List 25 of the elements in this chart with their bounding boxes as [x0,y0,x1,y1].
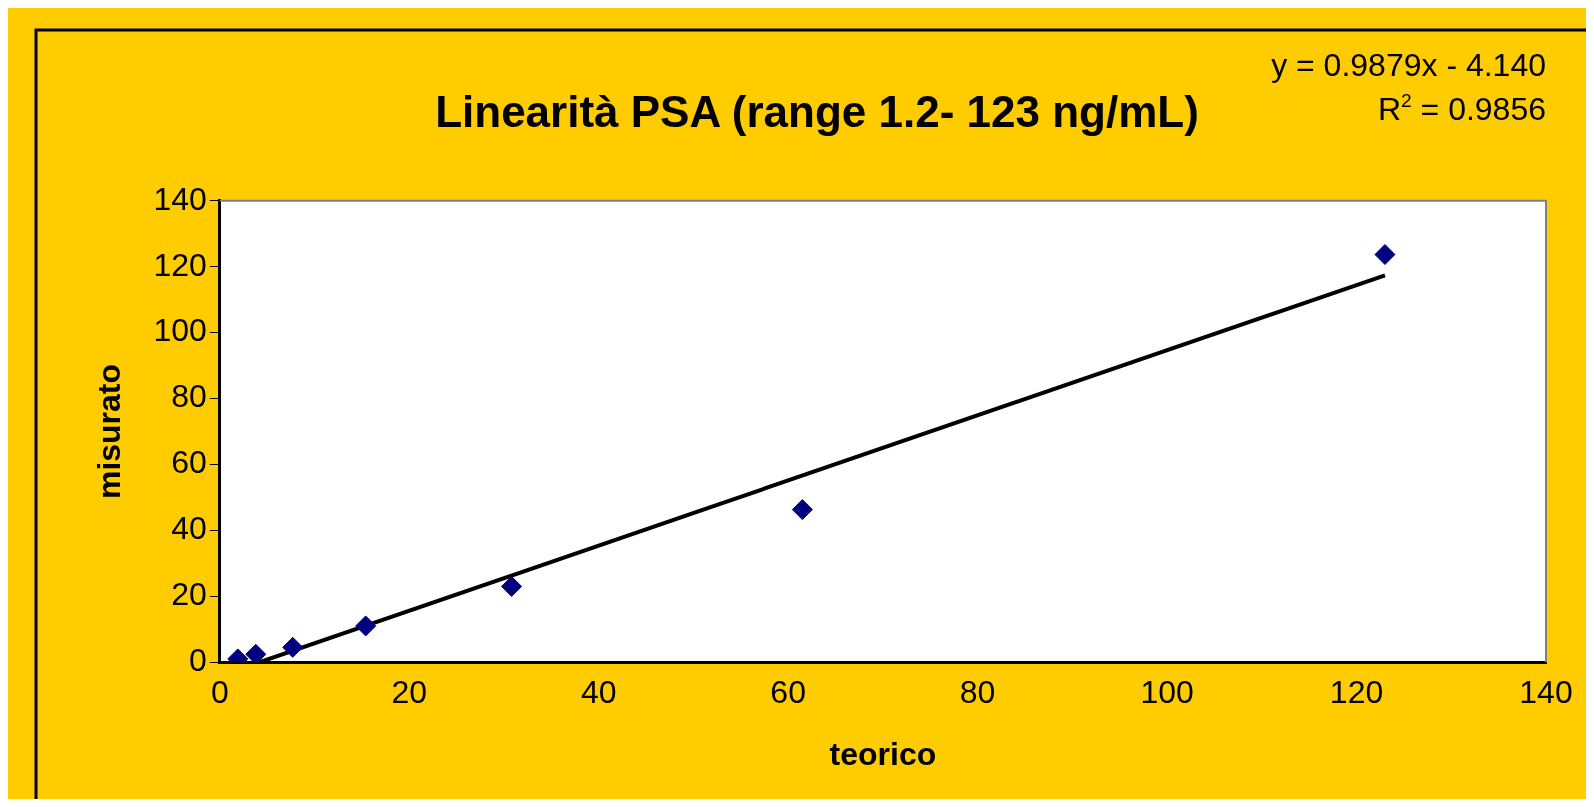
x-tick-label: 60 [770,674,806,711]
point [245,643,267,663]
point [355,615,377,637]
chart-title: Linearità PSA (range 1.2- 123 ng/mL) [435,86,1199,136]
point [1374,244,1396,266]
y-tick-label: 80 [171,378,207,415]
x-tick-label: 100 [1140,674,1194,711]
x-tick-label: 20 [391,674,428,711]
x-axis-title: teorico [829,735,937,772]
text: y = 0.9879x - 4.140 [1271,47,1546,83]
x-tick-label: 120 [1329,674,1384,711]
y-tick-label: 40 [171,510,207,547]
y-tick-label: 120 [153,246,207,283]
point [282,636,304,658]
point [501,575,523,597]
y-axis-title: misurato [91,363,128,500]
x-tick-label: 80 [959,674,996,711]
y-tick-label: 60 [171,444,207,481]
y-tick-label: 140 [153,180,207,217]
y-tick-label: 100 [153,312,207,349]
y-tick-label: 0 [188,642,207,679]
y-tick-label: 20 [171,576,207,613]
x-tick-label: 140 [1519,674,1573,711]
x-tick-label: 40 [580,674,617,711]
point [791,499,813,521]
